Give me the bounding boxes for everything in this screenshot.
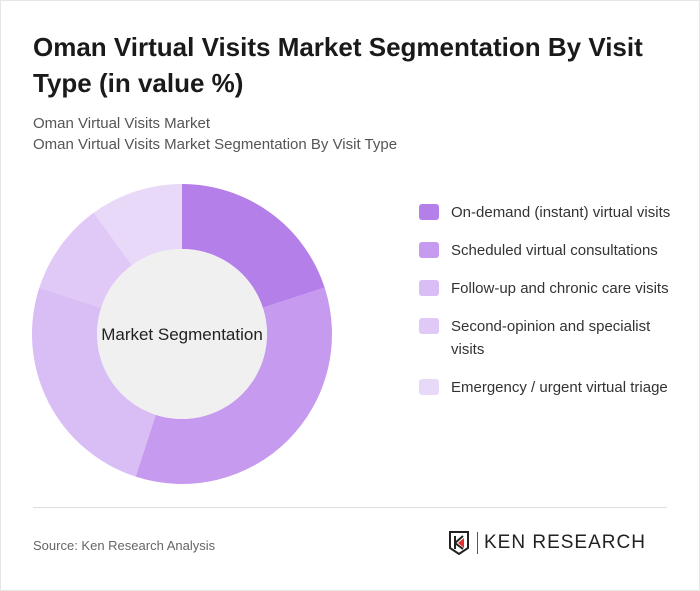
- legend-item: Follow-up and chronic care visits: [419, 277, 679, 300]
- legend-swatch: [419, 379, 439, 395]
- legend-swatch: [419, 204, 439, 220]
- legend-label: Scheduled virtual consultations: [451, 242, 658, 259]
- logo-text: KEN RESEARCH: [477, 532, 646, 554]
- legend-label: Second-opinion and specialist visits: [451, 318, 651, 358]
- legend: On-demand (instant) virtual visits Sched…: [419, 201, 679, 414]
- legend-swatch: [419, 318, 439, 334]
- donut-slice: [93, 184, 182, 266]
- source-note: Source: Ken Research Analysis: [33, 538, 216, 553]
- legend-swatch: [419, 280, 439, 296]
- donut-slice: [39, 212, 133, 308]
- legend-item: On-demand (instant) virtual visits: [419, 201, 679, 224]
- donut-slice: [182, 184, 325, 308]
- donut-slice: [135, 287, 332, 484]
- legend-item: Scheduled virtual consultations: [419, 239, 679, 262]
- ken-research-logo: KEN RESEARCH: [449, 531, 646, 555]
- legend-item: Emergency / urgent virtual triage: [419, 376, 679, 399]
- divider: [33, 507, 667, 508]
- donut-slice: [32, 287, 156, 477]
- subtitle-segmentation: Oman Virtual Visits Market Segmentation …: [33, 136, 398, 153]
- center-label: Market Segmentation: [101, 325, 263, 344]
- legend-label: On-demand (instant) virtual visits: [451, 204, 671, 221]
- legend-swatch: [419, 242, 439, 258]
- legend-label: Follow-up and chronic care visits: [451, 280, 669, 297]
- donut-center: [97, 249, 267, 419]
- ken-logo-icon: [449, 531, 469, 555]
- chart-title: Oman Virtual Visits Market Segmentation …: [33, 32, 643, 98]
- subtitle-market: Oman Virtual Visits Market: [33, 115, 211, 132]
- legend-item: Second-opinion and specialist visits: [419, 315, 679, 361]
- donut-chart: Market Segmentation: [32, 184, 332, 484]
- legend-label: Emergency / urgent virtual triage: [451, 379, 668, 396]
